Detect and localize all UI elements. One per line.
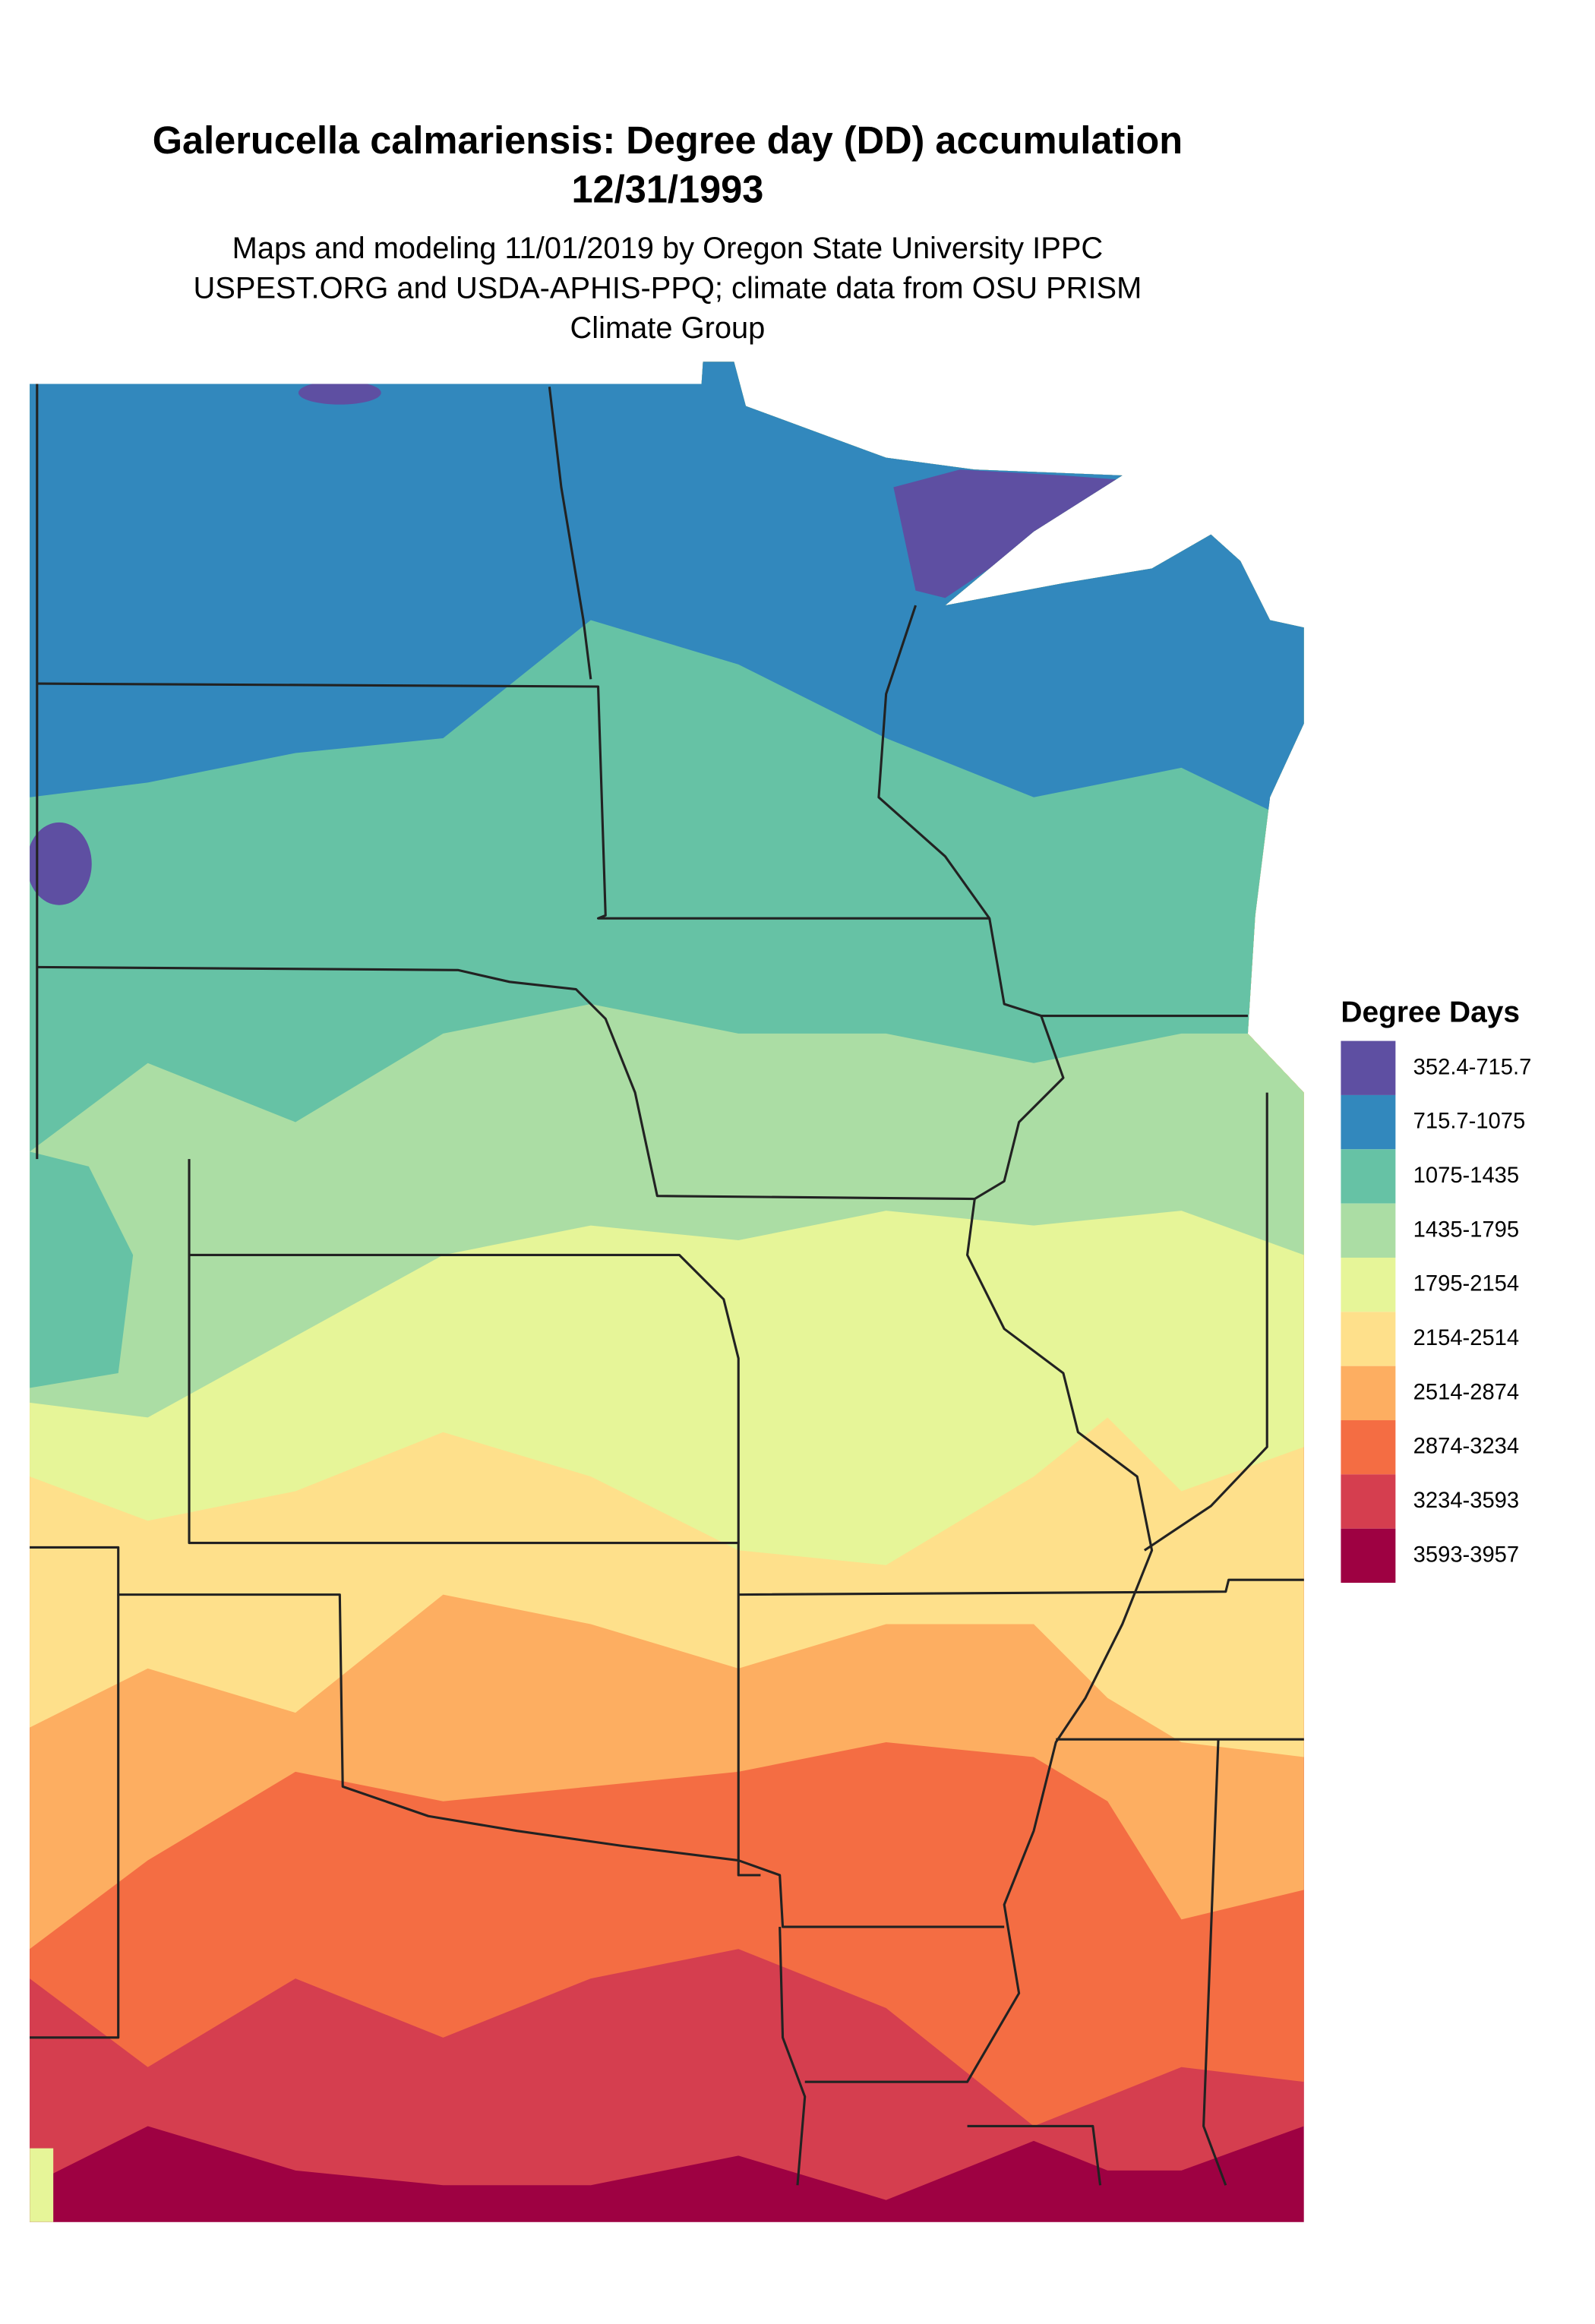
dd-zone xyxy=(298,380,381,405)
legend-label: 2154-2514 xyxy=(1413,1326,1519,1350)
dd-zone xyxy=(30,2148,54,2222)
legend-label: 715.7-1075 xyxy=(1413,1110,1526,1134)
state-border xyxy=(877,605,1248,1018)
state-border xyxy=(804,1015,1154,2083)
legend-swatch xyxy=(1341,1420,1396,1475)
legend-label: 3234-3593 xyxy=(1413,1489,1519,1513)
subtitle: Climate Group xyxy=(570,311,765,345)
legend-swatch xyxy=(1341,1366,1396,1421)
state-border xyxy=(1202,1739,1227,2186)
legend-swatch xyxy=(1341,1149,1396,1204)
subtitle: USPEST.ORG and USDA-APHIS-PPQ; climate d… xyxy=(194,272,1142,305)
legend-swatch xyxy=(1341,1094,1396,1150)
map-date: 12/31/1993 xyxy=(571,167,763,210)
state-border xyxy=(36,682,990,920)
state-border xyxy=(738,1578,1304,1596)
legend-label: 2514-2874 xyxy=(1413,1380,1519,1404)
legend-label: 1075-1435 xyxy=(1413,1164,1519,1188)
legend-swatch xyxy=(1341,1528,1396,1584)
legend: 352.4-715.7 715.7-1075 1075-1435 1435-1795 1… xyxy=(1341,1040,1532,1584)
legend-title: Degree Days xyxy=(1341,996,1520,1028)
state-border xyxy=(548,387,592,680)
dd-zone xyxy=(30,1151,134,1388)
state-border xyxy=(36,965,975,1201)
state-border xyxy=(967,2124,1102,2186)
legend-swatch xyxy=(1341,1474,1396,1529)
state-border xyxy=(779,1926,807,2186)
legend-label: 2874-3234 xyxy=(1413,1435,1519,1459)
state-border xyxy=(30,1594,120,2039)
dd-zone xyxy=(893,469,1123,598)
legend-label: 1795-2154 xyxy=(1413,1272,1519,1296)
legend-swatch xyxy=(1341,1312,1396,1366)
state-border xyxy=(30,1546,1005,1928)
legend-swatch xyxy=(1341,1203,1396,1258)
state-borders xyxy=(30,384,1304,2186)
legend-label: 3593-3957 xyxy=(1413,1542,1519,1567)
state-border xyxy=(189,1253,740,1543)
legend-label: 1435-1795 xyxy=(1413,1217,1519,1242)
state-border xyxy=(1143,1092,1268,1552)
legend-swatch xyxy=(1341,1257,1396,1312)
map-title: Galerucella calmariensis: Degree day (DD… xyxy=(153,118,1183,162)
legend-label: 352.4-715.7 xyxy=(1413,1055,1532,1079)
dd-zone xyxy=(30,822,92,905)
legend-swatch xyxy=(1341,1040,1396,1095)
subtitle: Maps and modeling 11/01/2019 by Oregon S… xyxy=(232,232,1104,265)
